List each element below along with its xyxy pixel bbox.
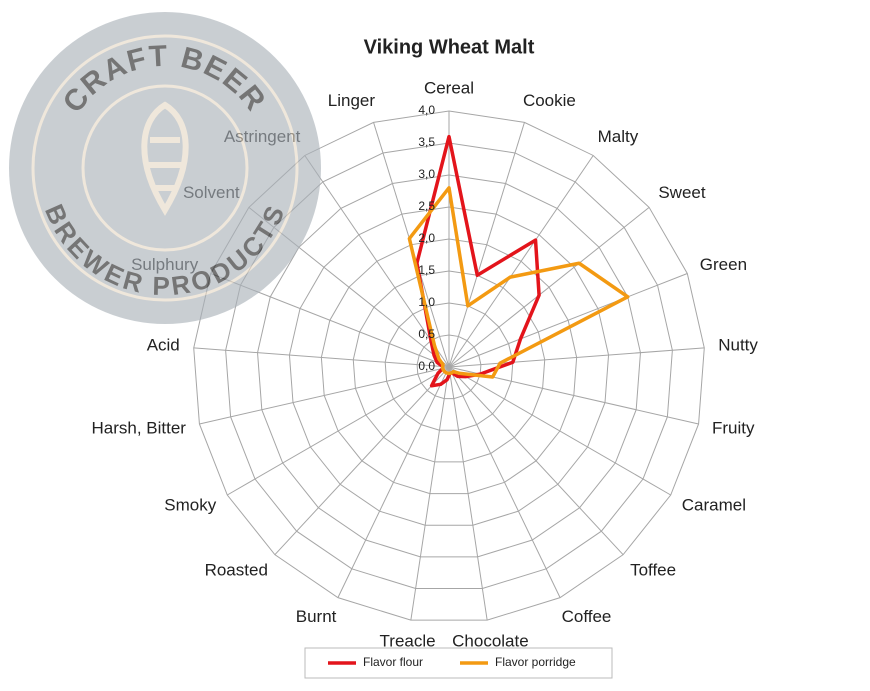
category-label: Cereal bbox=[424, 78, 474, 97]
category-label: Acid bbox=[147, 336, 180, 355]
spoke bbox=[337, 366, 450, 598]
grid-ring bbox=[320, 238, 578, 495]
chart-title: Viking Wheat Malt bbox=[364, 36, 535, 58]
spoke bbox=[448, 366, 624, 556]
legend: Flavor flour Flavor porridge bbox=[328, 655, 576, 669]
r-tick-label: 1,5 bbox=[418, 263, 435, 277]
spoke bbox=[448, 347, 705, 368]
category-label: Nutty bbox=[718, 336, 758, 355]
spoke bbox=[448, 366, 561, 598]
spoke bbox=[448, 155, 594, 368]
grid-ring bbox=[257, 174, 641, 558]
category-label: Smoky bbox=[164, 495, 216, 514]
watermark-ring bbox=[81, 84, 249, 252]
watermark-hop bbox=[141, 101, 189, 216]
legend-label: Flavor porridge bbox=[495, 655, 576, 669]
watermark-ring bbox=[31, 34, 299, 302]
category-label: Chocolate bbox=[452, 631, 529, 650]
category-label: Roasted bbox=[205, 560, 268, 579]
category-label: Green bbox=[700, 255, 747, 274]
r-tick-label: 4,0 bbox=[418, 103, 435, 117]
legend-box bbox=[304, 647, 613, 679]
spoke bbox=[410, 366, 450, 621]
category-label: Treacle bbox=[380, 631, 436, 650]
spoke bbox=[193, 347, 450, 368]
category-label: Harsh, Bitter bbox=[91, 418, 186, 437]
r-tick-label: 0,0 bbox=[418, 359, 435, 373]
spoke bbox=[304, 155, 450, 368]
spoke bbox=[448, 366, 671, 496]
r-tick-label: 1,0 bbox=[418, 295, 435, 309]
series-line bbox=[415, 134, 541, 388]
r-tick-label: 3,5 bbox=[418, 135, 435, 149]
category-label: Coffee bbox=[562, 607, 612, 626]
spoke bbox=[448, 206, 650, 368]
category-label: Linger bbox=[328, 91, 376, 110]
spoke bbox=[274, 366, 450, 556]
category-label: Toffee bbox=[630, 560, 676, 579]
grid-ring bbox=[288, 206, 610, 526]
r-tick-label: 3,0 bbox=[418, 167, 435, 181]
category-label: Cookie bbox=[523, 91, 576, 110]
grid-ring bbox=[416, 334, 482, 400]
grid-ring bbox=[384, 302, 514, 431]
category-label: Burnt bbox=[296, 607, 337, 626]
r-tick-label: 0,5 bbox=[418, 327, 435, 341]
spoke bbox=[199, 366, 450, 425]
category-label: Malty bbox=[598, 127, 639, 146]
r-tick-label: 2,0 bbox=[418, 231, 435, 245]
spoke bbox=[227, 366, 450, 496]
legend-label: Flavor flour bbox=[363, 655, 423, 669]
category-label: Caramel bbox=[682, 495, 746, 514]
grid-ring bbox=[352, 270, 546, 463]
spoke bbox=[448, 366, 488, 621]
category-label: Sweet bbox=[658, 183, 706, 202]
series-line bbox=[407, 186, 630, 379]
spoke bbox=[448, 122, 525, 368]
category-label: Fruity bbox=[712, 418, 755, 437]
spoke bbox=[448, 273, 688, 368]
r-tick-label: 2,5 bbox=[418, 199, 435, 213]
watermark: CRAFT BEER BREWER PRODUCTS bbox=[9, 12, 321, 324]
